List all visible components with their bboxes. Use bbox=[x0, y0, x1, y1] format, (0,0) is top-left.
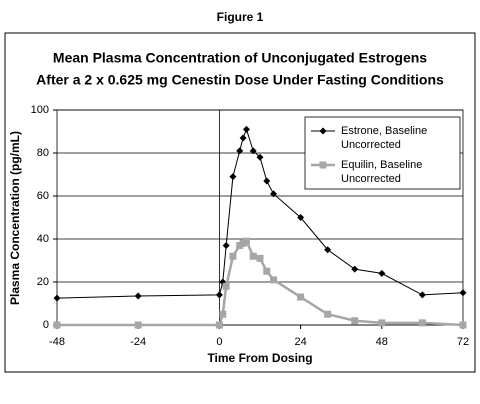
point bbox=[242, 125, 250, 133]
point bbox=[256, 153, 264, 161]
x-axis-label: Time From Dosing bbox=[207, 351, 312, 365]
legend-label-line: Equilin, Baseline bbox=[341, 159, 422, 171]
point bbox=[297, 293, 305, 301]
point bbox=[459, 321, 467, 329]
x-tick-label: 72 bbox=[457, 336, 469, 348]
figure-frame bbox=[4, 32, 476, 373]
figure-label: Figure 1 bbox=[217, 10, 264, 24]
point bbox=[263, 267, 271, 275]
point bbox=[256, 254, 264, 262]
point bbox=[418, 319, 426, 327]
point bbox=[236, 147, 244, 155]
legend-box bbox=[304, 116, 461, 190]
x-tick-label: 48 bbox=[376, 336, 388, 348]
legend-marker bbox=[319, 161, 327, 169]
y-tick-label: 80 bbox=[37, 147, 49, 159]
point bbox=[222, 282, 230, 290]
y-axis-label: Plasma Concentration (pg/mL) bbox=[8, 131, 22, 305]
point bbox=[270, 190, 278, 198]
point bbox=[324, 310, 332, 318]
y-tick-label: 40 bbox=[37, 233, 49, 245]
point bbox=[215, 291, 223, 299]
x-tick-label: -48 bbox=[49, 336, 65, 348]
x-tick-label: 0 bbox=[216, 336, 222, 348]
y-tick-label: 60 bbox=[37, 190, 49, 202]
x-tick-label: -24 bbox=[130, 336, 146, 348]
point bbox=[239, 134, 247, 142]
series-line bbox=[57, 239, 464, 327]
point bbox=[219, 310, 227, 318]
point bbox=[297, 214, 305, 221]
point bbox=[351, 265, 359, 273]
legend-label-line: Uncorrected bbox=[341, 173, 401, 185]
point bbox=[459, 289, 467, 297]
y-tick-label: 0 bbox=[43, 319, 49, 331]
chart-subtitle: After a 2 x 0.625 mg Cenestin Dose Under… bbox=[36, 72, 444, 88]
point bbox=[134, 321, 142, 329]
point bbox=[229, 252, 237, 260]
point bbox=[53, 294, 61, 302]
legend-label-line: Estrone, Baseline bbox=[341, 125, 427, 137]
legend-label: Estrone, Baseline Uncorrected bbox=[341, 125, 427, 151]
legend-label: Equilin, Baseline Uncorrected bbox=[341, 159, 422, 185]
point bbox=[222, 241, 230, 249]
y-tick-label: 100 bbox=[31, 104, 49, 116]
point bbox=[215, 321, 223, 329]
point bbox=[249, 147, 257, 155]
point bbox=[378, 269, 386, 277]
point bbox=[378, 319, 386, 327]
point bbox=[263, 177, 271, 185]
legend-marker bbox=[319, 127, 327, 135]
point bbox=[351, 317, 359, 325]
y-tick-label: 20 bbox=[37, 276, 49, 288]
point bbox=[324, 246, 332, 254]
chart-title: Mean Plasma Concentration of Unconjugate… bbox=[53, 50, 427, 66]
point bbox=[418, 291, 426, 299]
point bbox=[242, 237, 250, 245]
point bbox=[229, 173, 237, 181]
point bbox=[249, 252, 257, 260]
plot-frame bbox=[56, 109, 464, 326]
point bbox=[53, 321, 61, 329]
legend-label-line: Uncorrected bbox=[341, 139, 401, 151]
x-tick-label: 24 bbox=[294, 336, 306, 348]
point bbox=[134, 292, 142, 300]
point bbox=[270, 276, 278, 284]
